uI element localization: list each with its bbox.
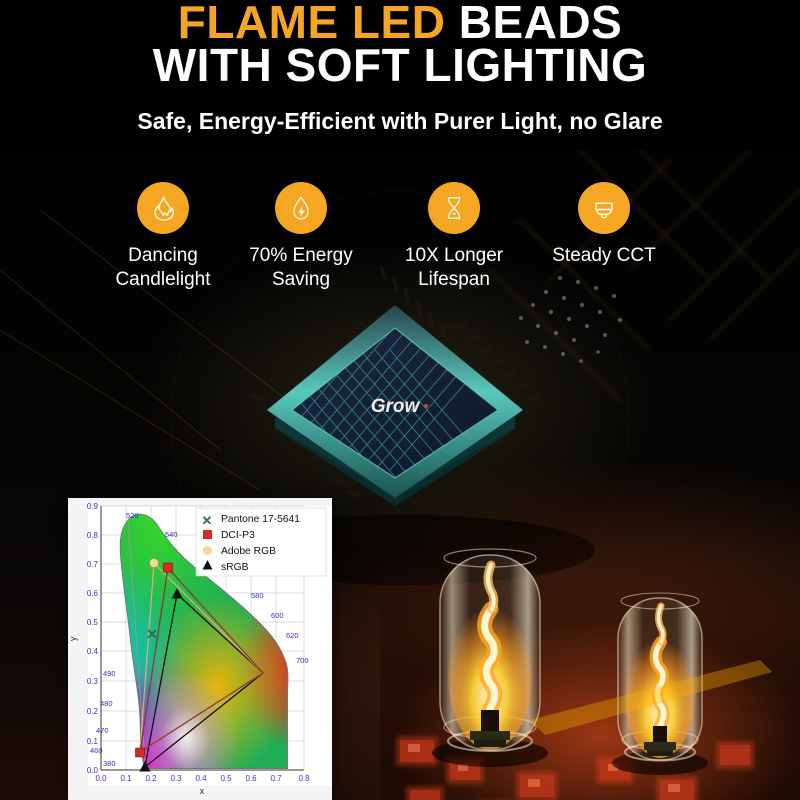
svg-text:0.5: 0.5 [87, 618, 99, 627]
svg-text:x: x [200, 786, 205, 796]
svg-text:Adobe RGB: Adobe RGB [221, 546, 276, 557]
svg-text:Grow: Grow [371, 396, 421, 417]
svg-text:0.6: 0.6 [87, 589, 99, 598]
svg-text:520: 520 [126, 511, 139, 520]
svg-text:490: 490 [103, 669, 116, 678]
svg-text:0.1: 0.1 [120, 774, 132, 783]
svg-text:620: 620 [286, 631, 299, 640]
svg-text:0.7: 0.7 [270, 774, 282, 783]
svg-text:380: 380 [103, 759, 116, 768]
svg-text:0.2: 0.2 [87, 707, 99, 716]
svg-text:540: 540 [165, 530, 178, 539]
svg-text:0.0: 0.0 [95, 774, 107, 783]
svg-text:0.3: 0.3 [87, 677, 99, 686]
svg-text:0.9: 0.9 [87, 502, 99, 511]
svg-text:y: y [68, 636, 78, 641]
svg-text:0.8: 0.8 [87, 531, 99, 540]
svg-text:460: 460 [90, 746, 103, 755]
svg-text:0.4: 0.4 [87, 647, 99, 656]
svg-text:0.2: 0.2 [145, 774, 157, 783]
svg-text:600: 600 [271, 611, 284, 620]
svg-text:✕: ✕ [202, 513, 213, 528]
svg-text:Pantone 17-5641: Pantone 17-5641 [221, 514, 300, 525]
svg-text:0.6: 0.6 [245, 774, 257, 783]
svg-text:0.4: 0.4 [195, 774, 207, 783]
svg-text:580: 580 [251, 591, 264, 600]
svg-text:✕: ✕ [146, 626, 158, 642]
svg-text:0.8: 0.8 [298, 774, 310, 783]
svg-text:0.3: 0.3 [170, 774, 182, 783]
svg-text:DCI-P3: DCI-P3 [221, 530, 255, 541]
svg-text:0.7: 0.7 [87, 560, 99, 569]
svg-text:0.5: 0.5 [220, 774, 232, 783]
svg-text:sRGB: sRGB [221, 562, 249, 573]
svg-text:470: 470 [96, 726, 109, 735]
svg-text:0.1: 0.1 [87, 737, 99, 746]
svg-text:700: 700 [296, 656, 309, 665]
svg-text:480: 480 [100, 699, 113, 708]
